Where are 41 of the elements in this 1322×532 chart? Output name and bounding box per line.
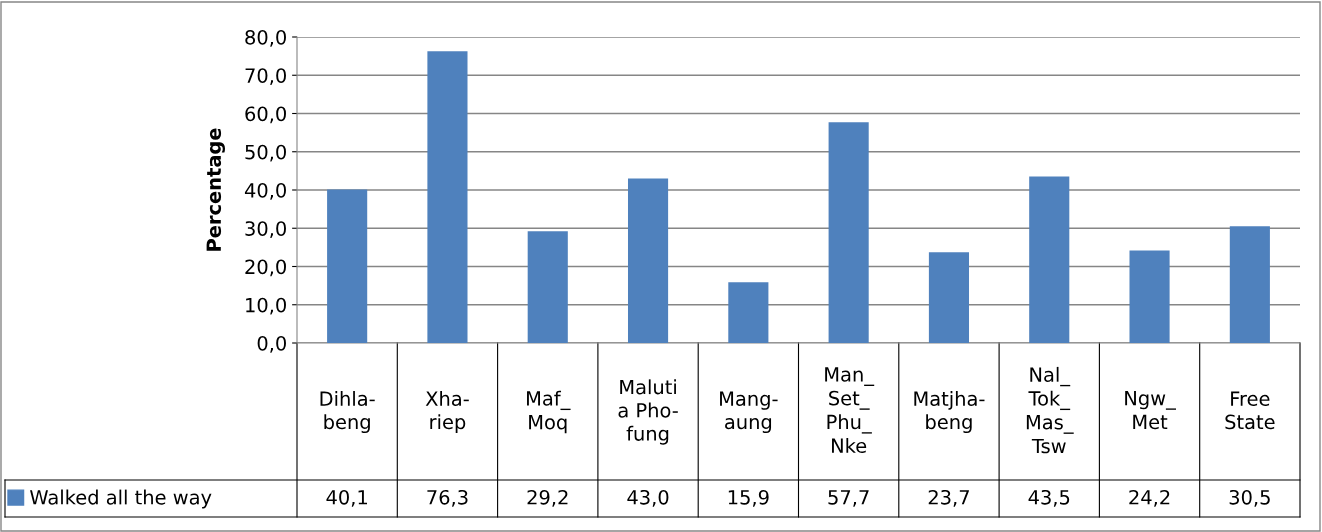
bar: [427, 51, 468, 343]
x-tick-label: Maluti a Pho- fung: [618, 379, 678, 445]
bar: [1129, 250, 1170, 343]
y-tick-label: 70,0: [245, 68, 286, 85]
data-label: 43,0: [627, 489, 669, 507]
data-label: 29,2: [527, 489, 568, 507]
y-axis-title: Percentage: [206, 128, 225, 251]
data-label: 24,2: [1129, 489, 1170, 507]
y-tick-label: 10,0: [246, 297, 286, 315]
bar: [527, 231, 568, 343]
legend-label: Walked all the way: [30, 489, 212, 509]
x-tick-label: Man_ Set_ Phu_ Nke: [825, 367, 875, 454]
x-tick-label: Xha- riep: [425, 390, 469, 434]
bar: [1029, 176, 1070, 343]
x-tick-label: Ngw_ Met: [1125, 391, 1176, 430]
y-tick-label: 30,0: [245, 221, 286, 238]
x-tick-label: Mang- aung: [720, 391, 778, 434]
bar: [828, 122, 869, 343]
y-tick-label: 0,0: [257, 335, 286, 353]
data-label: 43,5: [1028, 489, 1070, 507]
y-tick-label: 50,0: [245, 144, 286, 162]
x-tick-label: Matjha- beng: [914, 390, 985, 434]
data-label: 30,5: [1229, 489, 1270, 507]
data-label: 15,9: [728, 489, 769, 507]
bar: [928, 252, 970, 343]
x-tick-label: Dihla- beng: [320, 390, 375, 434]
bar: [728, 282, 769, 343]
data-label: 40,1: [326, 489, 367, 507]
y-tick-label: 60,0: [245, 106, 286, 124]
y-tick-label: 40,0: [244, 182, 286, 200]
bar: [1229, 226, 1270, 343]
y-tick-label: 20,0: [245, 259, 286, 277]
bar: [327, 189, 368, 343]
y-tick-label: 80,0: [245, 29, 286, 47]
data-label: 76,3: [427, 489, 468, 507]
x-tick-label: Free State: [1225, 391, 1275, 430]
data-label: 23,7: [928, 489, 969, 507]
x-tick-label: Maf_ Moq: [527, 390, 571, 434]
x-tick-label: Nal_ Tok_ Mas_ Tsw: [1026, 366, 1074, 454]
bar: [627, 178, 669, 343]
data-label: 57,7: [828, 490, 869, 507]
